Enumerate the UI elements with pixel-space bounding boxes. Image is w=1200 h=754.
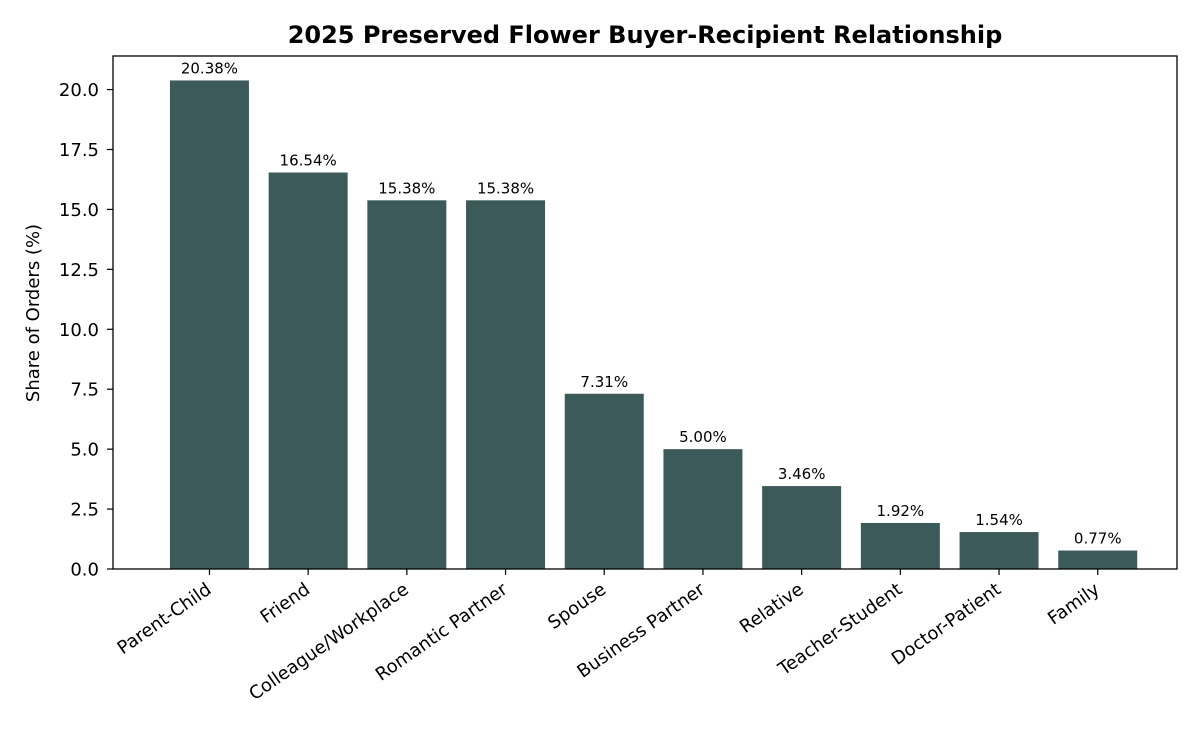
y-tick-label-1: 2.5: [70, 500, 99, 521]
bar-8: [959, 532, 1039, 569]
y-axis-label: Share of Orders (%): [23, 224, 44, 402]
y-tick-label-5: 12.5: [59, 260, 99, 281]
bar-value-label-2: 15.38%: [378, 179, 435, 197]
bar-0: [169, 80, 249, 569]
x-axis: Parent-Child FriendColleague/WorkplaceRom…: [114, 569, 1104, 705]
bar-3: [466, 200, 546, 569]
bar-labels-group: 20.38% 16.54% 15.38% 15.38% 7.31% 5.00% 3.46% 1…: [181, 59, 1122, 547]
y-tick-label-3: 7.5: [70, 380, 99, 401]
x-tick-label-6: Relative: [736, 579, 808, 638]
y-tick-label-7: 17.5: [59, 140, 99, 161]
bar-5: [663, 449, 743, 569]
bar-value-label-8: 1.54%: [975, 511, 1023, 529]
y-tick-label-2: 5.0: [70, 440, 99, 461]
x-tick-label-2: Colleague/Workplace: [245, 579, 412, 705]
bar-value-label-3: 15.38%: [477, 179, 534, 197]
bar-value-label-6: 3.46%: [778, 465, 826, 483]
bars-group: [169, 80, 1138, 569]
y-tick-label-6: 15.0: [59, 200, 99, 221]
x-tick-label-9: Family: [1044, 579, 1104, 630]
bar-value-label-7: 1.92%: [877, 502, 925, 520]
bar-7: [860, 522, 940, 569]
y-tick-label-8: 20.0: [59, 80, 99, 101]
x-tick-label-1: Friend: [257, 579, 314, 628]
bar-1: [268, 172, 348, 569]
chart-title: 2025 Preserved Flower Buyer-Recipient Re…: [288, 21, 1003, 49]
y-tick-label-4: 10.0: [59, 320, 99, 341]
bar-9: [1058, 550, 1138, 569]
y-axis: 0.0 2.5 5.0 7.5 10.0 12.5 15.0 17.5 20.0: [59, 80, 113, 581]
bar-value-label-9: 0.77%: [1074, 530, 1122, 548]
bar-6: [762, 486, 842, 569]
bar-4: [564, 393, 644, 569]
plot-frame: [112, 55, 1178, 570]
bar-2: [367, 200, 447, 569]
y-tick-label-0: 0.0: [70, 560, 99, 581]
x-tick-label-4: Spouse: [544, 579, 610, 634]
bar-value-label-1: 16.54%: [280, 152, 337, 170]
x-tick-label-8: Doctor-Patient: [888, 579, 1005, 670]
x-tick-label-0: Parent-Child: [114, 579, 216, 659]
bar-value-label-0: 20.38%: [181, 59, 238, 77]
bar-value-label-5: 5.00%: [679, 428, 727, 446]
bar-value-label-4: 7.31%: [580, 373, 628, 391]
